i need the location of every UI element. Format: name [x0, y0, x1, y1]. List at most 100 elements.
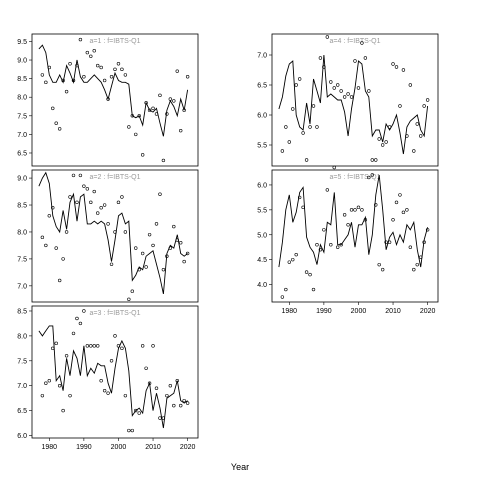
chart-panel-4: a=4 : f=IBTS-Q1 5.5 6.0 6.5 7.0 — [257, 33, 439, 167]
data-point — [64, 89, 69, 94]
data-point — [336, 83, 340, 87]
data-point — [158, 416, 162, 420]
data-point — [332, 165, 336, 170]
data-point — [102, 388, 107, 393]
data-point — [57, 278, 62, 283]
data-point — [360, 41, 364, 45]
series-line — [38, 44, 189, 137]
data-point — [349, 208, 354, 212]
data-point — [137, 114, 141, 118]
data-point — [137, 411, 141, 415]
data-point — [339, 243, 343, 247]
data-point — [329, 80, 333, 84]
data-point — [339, 89, 343, 93]
data-point — [40, 235, 45, 240]
data-point — [168, 97, 173, 101]
data-point — [113, 67, 117, 72]
data-point — [419, 255, 423, 259]
data-point — [172, 99, 176, 103]
data-point — [54, 341, 58, 346]
data-point — [120, 346, 124, 351]
data-point — [304, 158, 309, 162]
data-point — [297, 77, 302, 81]
data-point — [57, 127, 62, 131]
panel-label: a=3 : f=IBTS-Q1 — [90, 310, 141, 317]
data-point — [116, 344, 121, 348]
data-point — [120, 195, 124, 199]
data-point — [401, 210, 406, 215]
x-tick-label: 2010 — [145, 444, 161, 451]
y-tick-label: 9.5 — [17, 39, 27, 46]
x-tick-label: 2010 — [385, 308, 401, 315]
data-point — [179, 403, 183, 408]
data-point — [280, 149, 285, 153]
y-tick-label: 8.5 — [17, 308, 27, 315]
data-point — [47, 214, 51, 218]
data-point — [99, 206, 103, 210]
data-point — [85, 344, 90, 348]
panel-label: a=2 : f=IBTS-Q1 — [90, 174, 141, 181]
data-point — [291, 107, 295, 111]
data-point — [134, 132, 138, 137]
data-point — [82, 309, 86, 313]
data-point — [140, 153, 145, 157]
data-point — [346, 223, 350, 227]
data-point — [185, 401, 190, 405]
data-point — [336, 245, 340, 249]
chart-panel-2: a=2 : f=IBTS-Q1 7.0 7.5 8.0 8.5 9.0 — [17, 169, 199, 303]
y-tick-label: 8.0 — [17, 333, 27, 340]
series-line — [278, 174, 429, 268]
y-tick-label: 5.5 — [257, 143, 267, 150]
y-tick-label: 6.5 — [257, 83, 267, 90]
data-point — [137, 267, 141, 272]
data-point — [284, 125, 288, 129]
data-point — [304, 270, 309, 274]
data-point — [127, 428, 131, 433]
y-tick-label: 7.5 — [17, 256, 27, 263]
data-point — [134, 246, 138, 250]
data-point — [147, 108, 152, 112]
x-tick-label: 2020 — [180, 444, 196, 451]
data-point — [377, 262, 381, 267]
y-tick-label: 5.5 — [257, 207, 267, 214]
data-point — [44, 243, 48, 248]
data-point — [151, 106, 155, 111]
x-tick-label: 1990 — [76, 444, 92, 451]
y-tick-label: 4.0 — [257, 282, 267, 289]
chart-panel-5: a=5 : f=IBTS-Q1 4.0 4.5 5.0 5.5 6.0 1980 1990 20… — [257, 165, 439, 315]
data-point — [127, 125, 131, 129]
data-point — [342, 95, 347, 99]
data-point — [165, 393, 169, 398]
data-point — [179, 241, 183, 245]
data-point — [161, 416, 166, 420]
data-point — [394, 65, 399, 69]
data-point — [301, 131, 305, 135]
data-point — [384, 240, 388, 244]
data-point — [40, 73, 45, 77]
data-point — [120, 67, 124, 72]
data-point — [380, 267, 385, 272]
y-tick-label: 7.0 — [257, 53, 267, 60]
data-point — [89, 344, 93, 348]
data-point — [311, 287, 316, 292]
data-point — [329, 243, 333, 247]
data-point — [140, 251, 145, 256]
data-point — [405, 208, 409, 212]
y-tick-label: 5.0 — [257, 232, 267, 239]
data-point — [85, 50, 90, 55]
data-point — [356, 86, 361, 90]
data-point — [363, 56, 368, 60]
y-tick-label: 7.0 — [17, 383, 27, 390]
data-point — [130, 428, 134, 433]
y-tick-label: 8.0 — [17, 229, 27, 236]
chart-panel-1: a=1 : f=IBTS-Q1 6.5 7.0 7.5 8.0 8.5 9.0 9.5 — [17, 33, 199, 167]
data-point — [154, 112, 159, 116]
x-tick-label: 1990 — [316, 308, 332, 315]
data-point — [116, 62, 121, 66]
data-point — [308, 272, 312, 277]
data-point — [96, 344, 100, 348]
data-point — [367, 175, 371, 180]
series-line — [38, 325, 188, 429]
data-point — [172, 403, 176, 408]
data-point — [415, 122, 419, 126]
